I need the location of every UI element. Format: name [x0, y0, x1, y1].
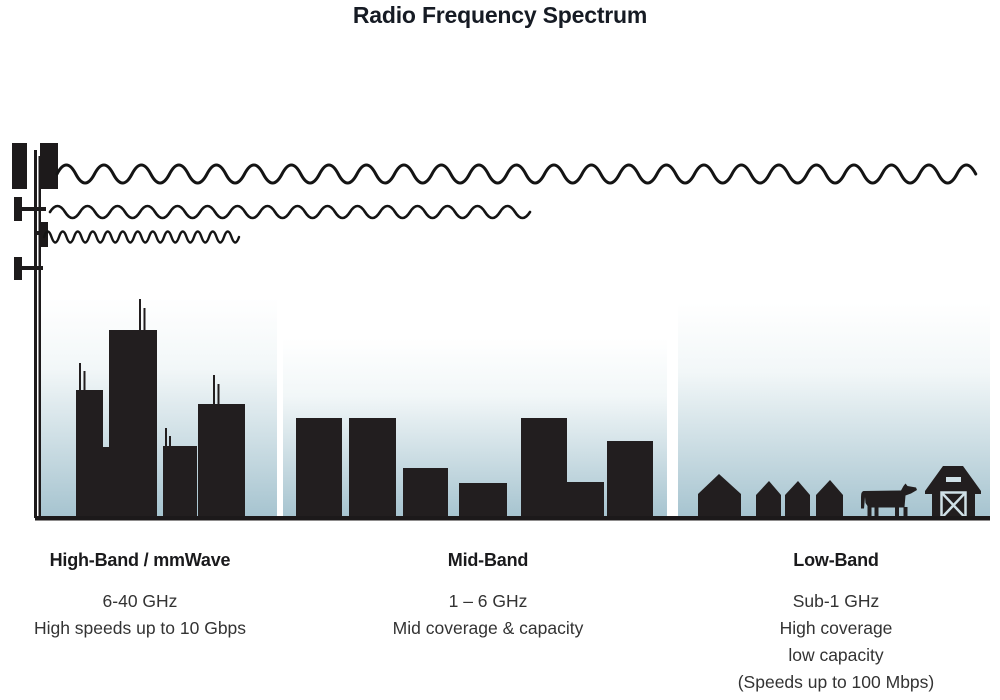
radio-waves	[42, 163, 978, 244]
city-skyline-silhouette	[76, 299, 245, 520]
band-speed-low: (Speeds up to 100 Mbps)	[737, 672, 935, 692]
band-capacity-low: low capacity	[788, 645, 884, 665]
ground-line	[35, 516, 990, 521]
rooftop-antennas	[79, 299, 220, 446]
low-band-caption: Low-Band Sub-1 GHz High coverage low cap…	[700, 550, 972, 696]
band-speed-high: High speeds up to 10 Gbps	[33, 618, 247, 638]
house-icon	[698, 474, 741, 519]
tower-antenna-panel-right	[40, 143, 58, 189]
high-band-caption: High-Band / mmWave 6-40 GHz High speeds …	[10, 550, 270, 642]
radio-wave-short-icon	[42, 230, 241, 244]
barn-icon	[925, 466, 981, 520]
band-label-mid: Mid-Band	[447, 550, 529, 570]
house-icon	[756, 481, 781, 519]
cow-icon	[861, 483, 917, 519]
radio-wave-medium-icon	[48, 204, 532, 220]
band-frequency-low: Sub-1 GHz	[792, 591, 880, 611]
cell-tower-icon	[12, 143, 58, 518]
diagram-title: Radio Frequency Spectrum	[352, 2, 648, 28]
band-label-high: High-Band / mmWave	[49, 550, 231, 570]
house-icon	[816, 480, 843, 519]
tower-antenna-low	[14, 257, 22, 280]
band-frequency-mid: 1 – 6 GHz	[448, 591, 528, 611]
midrise-skyline-silhouette	[296, 418, 653, 519]
barn-loft-window	[946, 477, 961, 482]
tower-antenna-panel-left	[12, 143, 27, 189]
rural-scene-silhouette	[698, 466, 981, 520]
mid-band-caption: Mid-Band 1 – 6 GHz Mid coverage & capaci…	[358, 550, 618, 642]
radio-wave-long-icon	[55, 163, 978, 185]
barn-door	[940, 491, 967, 520]
band-label-low: Low-Band	[793, 550, 879, 570]
band-coverage-low: High coverage	[779, 618, 893, 638]
band-frequency-high: 6-40 GHz	[102, 591, 178, 611]
house-icon	[785, 481, 810, 519]
tower-antenna-mid-left	[14, 197, 22, 221]
band-coverage-mid: Mid coverage & capacity	[392, 618, 584, 638]
